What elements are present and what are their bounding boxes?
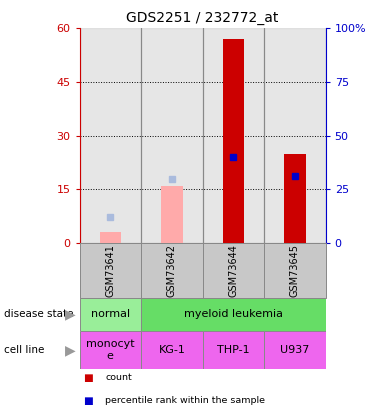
Text: myeloid leukemia: myeloid leukemia xyxy=(184,309,283,319)
Bar xyxy=(203,331,264,369)
Text: normal: normal xyxy=(91,309,130,319)
Bar xyxy=(80,28,141,243)
Text: ▶: ▶ xyxy=(65,307,75,321)
Bar xyxy=(203,243,264,298)
Text: THP-1: THP-1 xyxy=(217,345,250,355)
Title: GDS2251 / 232772_at: GDS2251 / 232772_at xyxy=(127,11,279,25)
Text: GSM73642: GSM73642 xyxy=(167,244,177,297)
Bar xyxy=(264,331,326,369)
Bar xyxy=(161,186,182,243)
Bar xyxy=(80,331,141,369)
Bar xyxy=(284,153,306,243)
Bar xyxy=(141,331,203,369)
Text: ■: ■ xyxy=(83,373,93,384)
Bar xyxy=(80,298,141,331)
Text: monocyt
e: monocyt e xyxy=(86,339,135,361)
Bar xyxy=(141,298,326,331)
Bar xyxy=(223,39,244,243)
Text: GSM73641: GSM73641 xyxy=(105,244,115,297)
Text: KG-1: KG-1 xyxy=(158,345,185,355)
Text: U937: U937 xyxy=(280,345,310,355)
Text: percentile rank within the sample: percentile rank within the sample xyxy=(105,396,265,405)
Bar xyxy=(100,232,121,243)
Bar xyxy=(80,243,141,298)
Text: ■: ■ xyxy=(83,396,93,405)
Bar xyxy=(203,28,264,243)
Bar xyxy=(141,28,203,243)
Text: ▶: ▶ xyxy=(65,343,75,357)
Text: GSM73645: GSM73645 xyxy=(290,244,300,297)
Text: disease state: disease state xyxy=(4,309,73,319)
Bar xyxy=(141,243,203,298)
Text: count: count xyxy=(105,373,132,382)
Text: GSM73644: GSM73644 xyxy=(228,244,238,297)
Bar xyxy=(264,28,326,243)
Text: cell line: cell line xyxy=(4,345,44,355)
Bar xyxy=(264,243,326,298)
